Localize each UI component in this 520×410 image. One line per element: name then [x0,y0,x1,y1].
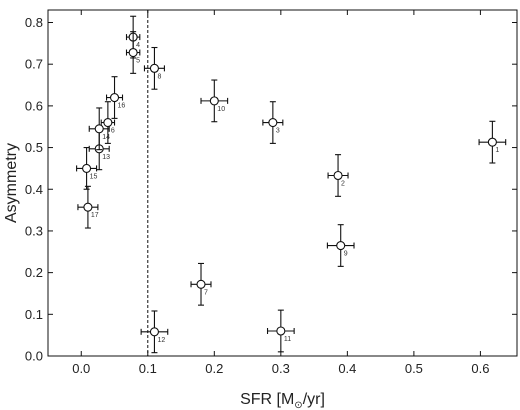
y-tick-label: 0.2 [25,265,43,280]
axis-ticks: 0.0 0.1 0.2 0.3 0.4 0.5 0.6 0.0 0.1 0.2 0.3 0.4 0.5 0… [25,10,517,376]
data-point-label: 17 [91,212,99,219]
y-tick-label: 0.4 [25,182,43,197]
data-point-6: 6 [100,101,116,144]
y-axis-title: Asymmetry [3,143,20,223]
data-point-label: 15 [90,173,98,180]
data-point-marker [209,96,219,106]
data-point-marker [94,124,104,134]
data-point-label: 2 [341,180,345,187]
data-point-label: 14 [102,134,110,141]
data-point-label: 5 [136,58,140,65]
data-point-label: 9 [344,251,348,258]
data-point-marker [83,202,93,212]
data-point-marker [196,279,206,289]
data-point-marker [82,163,92,173]
y-tick-label: 0.6 [25,98,43,113]
data-point-15: 15 [76,147,98,190]
data-point-marker [149,327,159,337]
data-point-9: 9 [326,224,355,267]
data-point-label: 16 [118,103,126,110]
data-point-3: 3 [262,101,284,144]
data-point-marker [103,118,113,128]
data-point-label: 3 [276,128,280,135]
x-tick-label: 0.4 [338,361,356,376]
y-tick-label: 0.8 [25,15,43,30]
data-point-label: 13 [102,154,110,161]
y-tick-label: 0.0 [25,349,43,364]
data-point-7: 7 [190,262,212,306]
data-point-marker [333,170,343,181]
data-point-11: 11 [266,309,295,353]
data-point-marker [276,326,286,336]
data-point-label: 11 [284,336,291,343]
data-point-label: 1 [495,147,499,154]
data-point-marker [128,47,138,58]
x-tick-label: 0.5 [405,361,423,376]
data-point-label: 7 [204,289,208,296]
x-axis-title-main: SFR [M [240,391,294,408]
y-tick-label: 0.7 [25,57,43,72]
data-point-marker [149,63,159,73]
x-tick-label: 0.2 [205,361,223,376]
data-point-marker [109,92,120,103]
y-tick-label: 0.3 [25,223,43,238]
data-point-5: 5 [125,31,141,74]
y-tick-label: 0.5 [25,140,43,155]
data-point-label: 12 [157,337,165,344]
x-tick-label: 0.1 [139,361,157,376]
data-point-label: 10 [217,106,225,113]
data-point-marker [487,137,497,147]
data-point-17: 17 [77,185,99,229]
data-point-marker [268,118,278,128]
x-tick-label: 0.3 [272,361,290,376]
data-point-12: 12 [140,310,169,354]
data-point-14: 14 [88,107,110,151]
x-tick-label: 0.6 [471,361,489,376]
data-point-marker [336,240,346,251]
data-point-10: 10 [200,79,229,123]
y-tick-label: 0.1 [25,307,43,322]
x-axis-title-tail: /yr] [303,391,325,408]
x-axis-title: SFR [M⊙/yr] [240,391,325,410]
data-point-label: 8 [157,73,161,80]
x-axis-title-sub: ⊙ [294,400,302,410]
data-point-8: 8 [143,46,165,90]
data-point-2: 2 [327,154,349,197]
data-point-16: 16 [105,76,126,119]
plot-area-frame [47,9,518,357]
data-point-1: 1 [478,120,507,164]
x-tick-label: 0.0 [72,361,90,376]
data-point-label: 6 [111,128,115,135]
data-point-label: 4 [136,42,140,49]
